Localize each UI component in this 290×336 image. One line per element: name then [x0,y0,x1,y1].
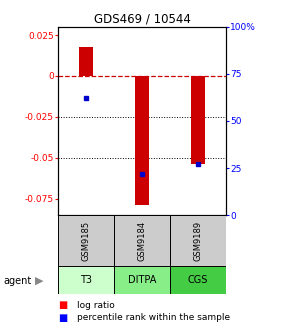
Bar [170,266,226,294]
Text: GSM9184: GSM9184 [137,221,147,261]
Text: CGS: CGS [188,275,208,285]
Bar [79,46,93,76]
Bar [114,266,170,294]
Bar [135,76,149,205]
Bar [58,215,114,267]
Text: DITPA: DITPA [128,275,156,285]
Text: log ratio: log ratio [77,301,115,309]
Text: agent: agent [3,276,31,286]
Text: GSM9189: GSM9189 [194,221,203,261]
Text: ■: ■ [58,312,67,323]
Title: GDS469 / 10544: GDS469 / 10544 [94,13,191,26]
Bar [114,215,170,267]
Text: GSM9185: GSM9185 [81,221,90,261]
Text: ■: ■ [58,300,67,310]
Bar [58,266,114,294]
Text: T3: T3 [80,275,92,285]
Bar [170,215,226,267]
Text: ▶: ▶ [35,276,44,286]
Text: percentile rank within the sample: percentile rank within the sample [77,313,230,322]
Bar [191,76,205,164]
